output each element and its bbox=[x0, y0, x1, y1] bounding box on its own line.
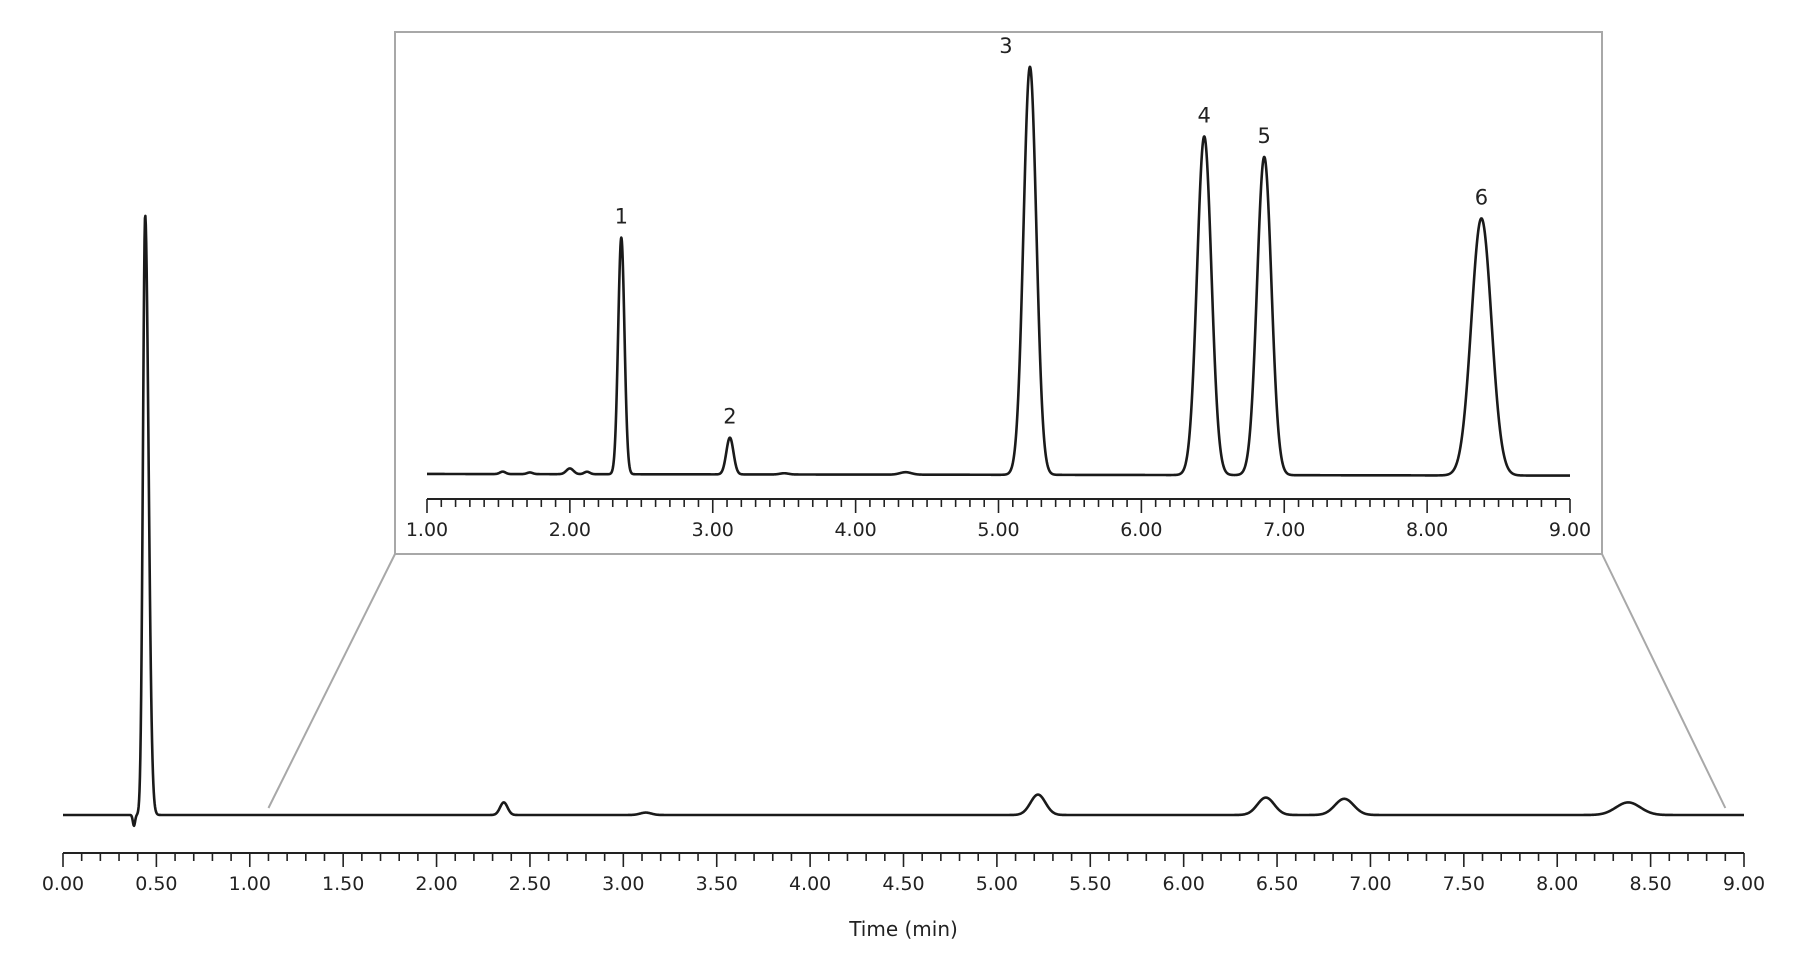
x-axis-title: Time (min) bbox=[848, 917, 958, 941]
inset-x-tick-label: 2.00 bbox=[549, 519, 591, 541]
zoom-connector-right bbox=[1601, 553, 1727, 809]
x-tick-label: 7.50 bbox=[1443, 873, 1485, 895]
inset-x-ticks bbox=[426, 499, 1571, 513]
inset-x-tick-label: 1.00 bbox=[406, 519, 448, 541]
main-plot: 0.00 0.50 1.00 1.50 2.00 2.50 3.00 3.50 4.00 4.50… bbox=[42, 214, 1765, 941]
peak-label: 4 bbox=[1198, 103, 1211, 127]
inset-plot: 1.00 2.00 3.00 4.00 5.00 6.00 7.00 8.00 9.00 1 2 3… bbox=[394, 31, 1603, 555]
x-tick-label: 9.00 bbox=[1723, 873, 1765, 895]
x-tick-label: 8.50 bbox=[1629, 873, 1671, 895]
x-tick-label: 3.50 bbox=[696, 873, 738, 895]
inset-peak-labels: 1 2 3 4 5 6 bbox=[615, 34, 1488, 429]
inset-x-tick-label: 3.00 bbox=[692, 519, 734, 541]
zoom-connector-left bbox=[267, 553, 396, 809]
x-tick-label: 8.00 bbox=[1536, 873, 1578, 895]
inset-x-tick-label: 6.00 bbox=[1120, 519, 1162, 541]
inset-x-tick-label: 8.00 bbox=[1406, 519, 1448, 541]
inset-x-tick-label: 9.00 bbox=[1549, 519, 1591, 541]
peak-label: 2 bbox=[723, 405, 736, 429]
x-tick-label: 6.50 bbox=[1256, 873, 1298, 895]
x-tick-label: 5.00 bbox=[976, 873, 1018, 895]
x-tick-label: 1.00 bbox=[229, 873, 271, 895]
x-tick-label: 2.50 bbox=[509, 873, 551, 895]
peak-label: 6 bbox=[1475, 185, 1488, 209]
inset-x-tick-label: 4.00 bbox=[834, 519, 876, 541]
peak-label: 3 bbox=[999, 34, 1012, 58]
x-tick-label: 4.50 bbox=[882, 873, 924, 895]
x-tick-label: 5.50 bbox=[1069, 873, 1111, 895]
main-x-tick-labels: 0.00 0.50 1.00 1.50 2.00 2.50 3.00 3.50 4.00 4.50… bbox=[42, 873, 1765, 895]
x-tick-label: 1.50 bbox=[322, 873, 364, 895]
x-tick-label: 6.00 bbox=[1163, 873, 1205, 895]
inset-frame bbox=[394, 31, 1603, 555]
inset-x-tick-label: 5.00 bbox=[977, 519, 1019, 541]
x-tick-label: 0.50 bbox=[135, 873, 177, 895]
inset-x-tick-label: 7.00 bbox=[1263, 519, 1305, 541]
main-x-ticks bbox=[62, 853, 1745, 867]
x-tick-label: 4.00 bbox=[789, 873, 831, 895]
x-tick-label: 7.00 bbox=[1349, 873, 1391, 895]
peak-label: 1 bbox=[615, 205, 628, 229]
x-tick-label: 3.00 bbox=[602, 873, 644, 895]
inset-chromatogram-trace bbox=[425, 65, 1572, 477]
x-tick-label: 2.00 bbox=[415, 873, 457, 895]
x-tick-label: 0.00 bbox=[42, 873, 84, 895]
inset-x-tick-labels: 1.00 2.00 3.00 4.00 5.00 6.00 7.00 8.00 9.00 bbox=[406, 519, 1591, 541]
main-chromatogram-trace bbox=[62, 214, 1745, 828]
peak-label: 5 bbox=[1258, 124, 1271, 148]
